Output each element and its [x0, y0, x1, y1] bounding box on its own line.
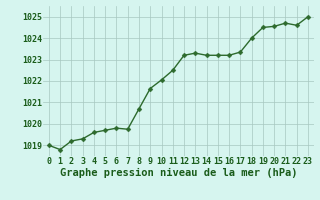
- X-axis label: Graphe pression niveau de la mer (hPa): Graphe pression niveau de la mer (hPa): [60, 168, 297, 178]
